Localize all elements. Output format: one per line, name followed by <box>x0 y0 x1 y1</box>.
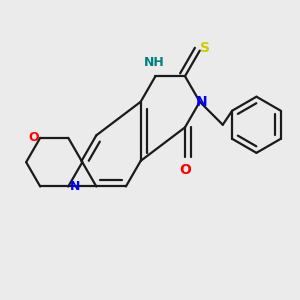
Text: O: O <box>28 131 39 144</box>
Text: NH: NH <box>143 56 164 69</box>
Text: O: O <box>179 163 191 176</box>
Text: S: S <box>200 41 210 55</box>
Text: N: N <box>70 180 80 193</box>
Text: N: N <box>196 95 207 109</box>
